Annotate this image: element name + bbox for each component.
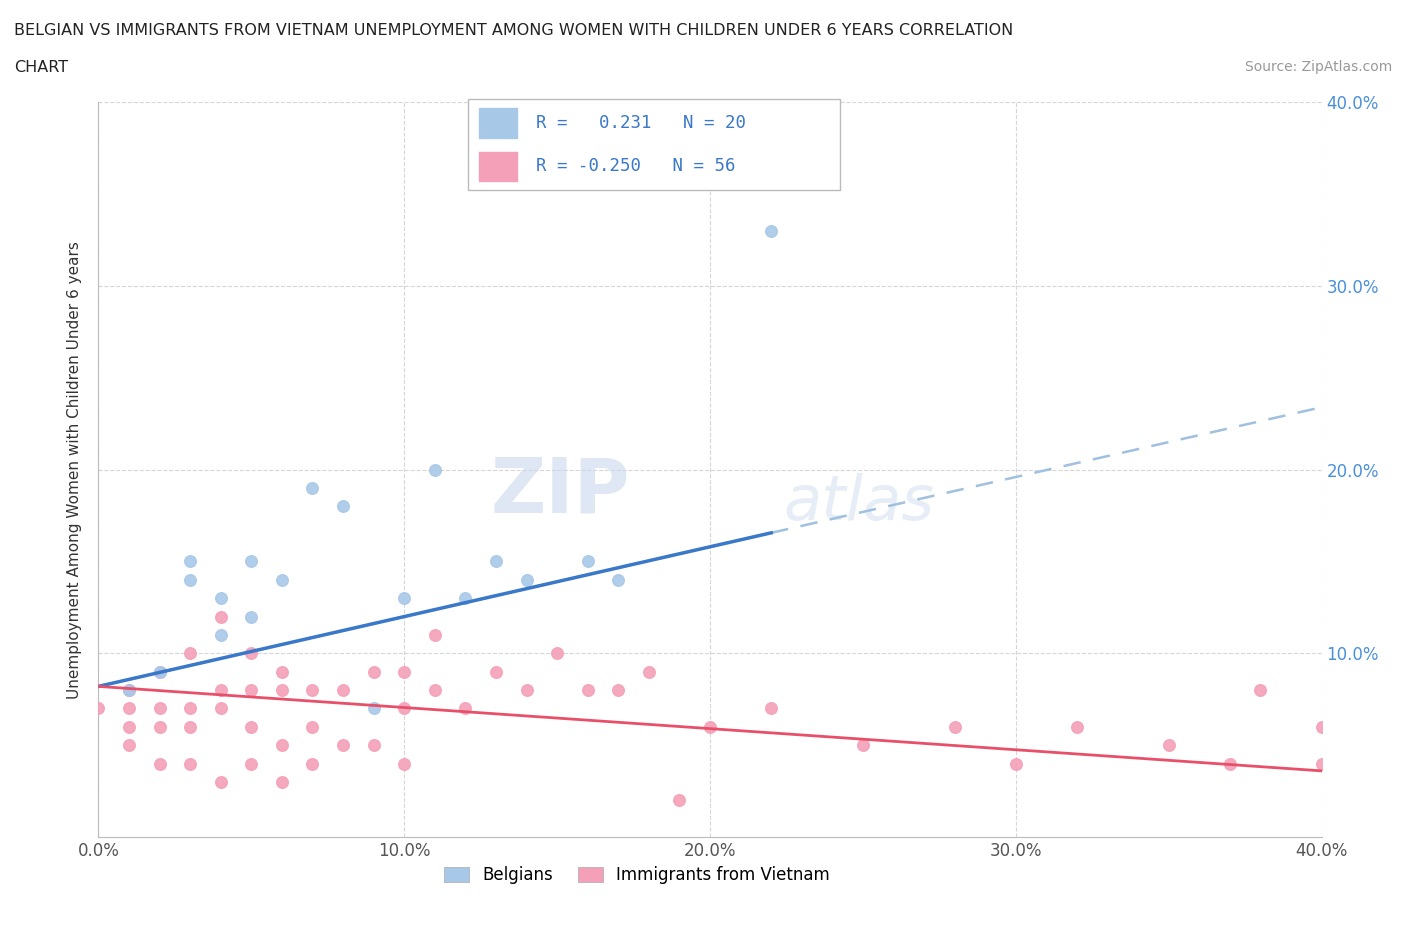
Point: [576, 554, 599, 569]
Point: [1310, 720, 1333, 735]
Point: [209, 591, 232, 605]
Point: [1004, 756, 1026, 771]
FancyBboxPatch shape: [479, 108, 517, 138]
Point: [423, 462, 446, 477]
Point: [149, 664, 172, 679]
Point: [149, 720, 172, 735]
Point: [392, 591, 416, 605]
Point: [607, 572, 630, 588]
Point: [118, 683, 141, 698]
Point: [149, 701, 172, 716]
Text: Source: ZipAtlas.com: Source: ZipAtlas.com: [1244, 60, 1392, 74]
Point: [454, 591, 477, 605]
Point: [240, 609, 263, 624]
Point: [209, 628, 232, 643]
Text: R = -0.250   N = 56: R = -0.250 N = 56: [536, 156, 735, 175]
Point: [240, 683, 263, 698]
Point: [179, 701, 201, 716]
Point: [1219, 756, 1241, 771]
Point: [149, 756, 172, 771]
Point: [118, 737, 141, 752]
Point: [87, 701, 110, 716]
Point: [423, 683, 446, 698]
Point: [363, 701, 385, 716]
Point: [392, 701, 416, 716]
Point: [240, 720, 263, 735]
FancyBboxPatch shape: [479, 152, 517, 181]
Point: [179, 645, 201, 660]
Point: [332, 498, 354, 513]
Point: [943, 720, 966, 735]
Point: [209, 701, 232, 716]
Point: [546, 645, 568, 660]
Text: R =   0.231   N = 20: R = 0.231 N = 20: [536, 113, 747, 132]
Point: [270, 775, 292, 790]
Point: [270, 664, 292, 679]
Point: [759, 701, 782, 716]
Legend: Belgians, Immigrants from Vietnam: Belgians, Immigrants from Vietnam: [437, 859, 837, 891]
Point: [301, 756, 323, 771]
Text: BELGIAN VS IMMIGRANTS FROM VIETNAM UNEMPLOYMENT AMONG WOMEN WITH CHILDREN UNDER : BELGIAN VS IMMIGRANTS FROM VIETNAM UNEMP…: [14, 23, 1014, 38]
Point: [270, 572, 292, 588]
Point: [209, 609, 232, 624]
Y-axis label: Unemployment Among Women with Children Under 6 years: Unemployment Among Women with Children U…: [67, 241, 83, 698]
Point: [1249, 683, 1271, 698]
Point: [118, 701, 141, 716]
Point: [392, 664, 416, 679]
Point: [668, 792, 690, 807]
Point: [392, 756, 416, 771]
Text: CHART: CHART: [14, 60, 67, 75]
Point: [179, 554, 201, 569]
Point: [852, 737, 875, 752]
Point: [118, 720, 141, 735]
Point: [1157, 737, 1180, 752]
Point: [1310, 756, 1333, 771]
Point: [118, 683, 141, 698]
Point: [240, 554, 263, 569]
Point: [637, 664, 661, 679]
Point: [363, 664, 385, 679]
Point: [240, 756, 263, 771]
FancyBboxPatch shape: [468, 99, 839, 190]
Point: [332, 683, 354, 698]
Point: [240, 645, 263, 660]
Point: [576, 683, 599, 698]
Point: [301, 683, 323, 698]
Point: [516, 683, 538, 698]
Text: atlas: atlas: [783, 472, 935, 533]
Point: [209, 775, 232, 790]
Point: [423, 628, 446, 643]
Point: [149, 664, 172, 679]
Point: [516, 572, 538, 588]
Point: [485, 664, 508, 679]
Point: [301, 720, 323, 735]
Point: [179, 572, 201, 588]
Point: [485, 554, 508, 569]
Point: [270, 737, 292, 752]
Point: [209, 683, 232, 698]
Text: ZIP: ZIP: [491, 455, 630, 528]
Point: [607, 683, 630, 698]
Point: [301, 481, 323, 496]
Point: [759, 223, 782, 238]
Point: [179, 756, 201, 771]
Point: [1066, 720, 1088, 735]
Point: [179, 720, 201, 735]
Point: [270, 683, 292, 698]
Point: [332, 737, 354, 752]
Point: [699, 720, 721, 735]
Point: [454, 701, 477, 716]
Point: [363, 737, 385, 752]
